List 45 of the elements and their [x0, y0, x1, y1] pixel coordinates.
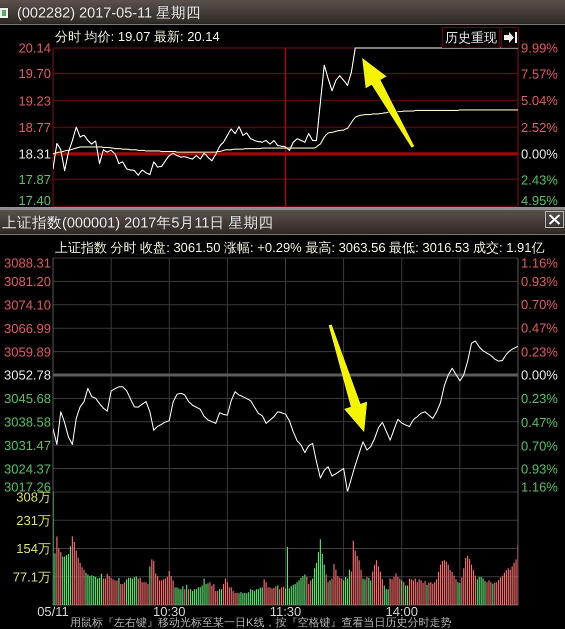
y-tick-label: 19.23: [18, 93, 51, 108]
y-tick-label: 3031.47: [4, 438, 51, 453]
y2-tick-label: 1.16%: [521, 256, 558, 271]
y2-tick-label: 0.00%: [521, 146, 558, 162]
chart-title: 上证指数(000001) 2017年5月11日 星期四: [2, 214, 274, 232]
x-tick-label: 05/11: [37, 604, 69, 619]
y-tick-label: 3059.89: [4, 344, 51, 360]
y2-tick-label: 5.04%: [521, 93, 558, 108]
y2-tick-label: 9.99%: [521, 40, 558, 56]
y-tick-label: 154万: [16, 541, 51, 556]
y2-tick-label: 0.93%: [521, 461, 558, 476]
y2-tick-label: 0.70%: [521, 297, 558, 312]
y2-tick-label: 0.23%: [521, 344, 558, 360]
y-tick-label: 19.70: [18, 66, 51, 82]
y2-tick-label: 0.70%: [521, 438, 558, 454]
y2-tick-label: 0.23%: [521, 390, 558, 406]
y-tick-label: 17.40: [18, 193, 51, 208]
y-tick-label: 3088.31: [4, 256, 51, 271]
y-tick-label: 20.14: [18, 40, 51, 56]
y-tick-label: 3066.99: [4, 320, 51, 336]
y-tick-label: 3081.20: [4, 274, 51, 290]
y-tick-label: 18.31: [18, 146, 51, 162]
y-tick-label: 3052.78: [4, 368, 51, 383]
y2-tick-label: 7.57%: [521, 66, 558, 82]
y2-tick-label: 1.16%: [521, 480, 558, 495]
y-tick-label: 18.77: [18, 120, 51, 135]
chart-subtitle: 上证指数 分时 收盘: 3061.50 涨幅: +0.29% 最高: 3063.56 最低: 3016.53 成交: 1.91亿: [55, 240, 545, 255]
y2-tick-label: 2.52%: [521, 120, 558, 135]
text: 用鼠标『左右键』移动光标至某一日K线，按『空格键』查看当日历史分时走势: [70, 616, 452, 629]
line-series: [53, 340, 518, 492]
y-tick-label: 3038.58: [4, 414, 51, 430]
y2-tick-label: 0.93%: [521, 274, 558, 289]
y-tick-label: 3074.10: [4, 297, 51, 312]
y2-tick-label: 0.00%: [521, 368, 558, 383]
y2-tick-label: 2.43%: [521, 172, 558, 188]
y-tick-label: 3045.68: [4, 391, 51, 406]
chart-title: (002282) 2017-05-11 星期四: [17, 4, 202, 22]
y-tick-label: 77.1万: [12, 569, 51, 584]
y-tick-label: 231万: [16, 512, 51, 528]
y2-tick-label: 0.47%: [521, 415, 558, 430]
y2-tick-label: 0.47%: [521, 320, 558, 336]
chart-subtitle: 分时 均价: 19.07 最新: 20.14: [55, 29, 220, 44]
y-tick-label: 3024.37: [4, 461, 51, 476]
y-tick-label: 17.87: [18, 172, 51, 187]
y2-tick-label: 4.95%: [521, 193, 558, 208]
